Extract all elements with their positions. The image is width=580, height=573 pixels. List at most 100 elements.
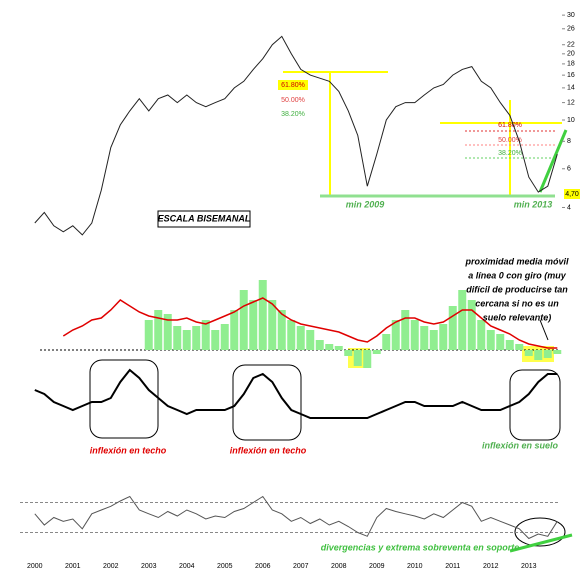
bar (382, 334, 391, 350)
bar (277, 310, 286, 350)
bar (268, 300, 277, 350)
x-tick-label: 2000 (27, 563, 43, 570)
annotation: suelo relevante) (483, 312, 552, 322)
bar (192, 326, 201, 350)
bar (154, 310, 163, 350)
x-tick-label: 2010 (407, 563, 423, 570)
x-tick-label: 2011 (445, 563, 460, 570)
annotation: min 2013 (514, 199, 553, 209)
bar (325, 344, 334, 350)
fib-label: 38.20% (498, 150, 522, 157)
bar (144, 320, 153, 350)
x-tick-label: 2002 (103, 563, 119, 570)
bar (239, 290, 248, 350)
data-line (34, 495, 558, 540)
fib-label: 38.20% (281, 111, 305, 118)
bar (401, 310, 410, 350)
y-tick-label: 26 (567, 26, 575, 33)
trend-line (509, 533, 573, 553)
annotation: inflexión en suelo (482, 440, 559, 450)
y-tick-label: 16 (567, 72, 575, 79)
y-tick-label: 10 (567, 117, 575, 124)
data-line (34, 368, 558, 419)
bar (306, 330, 315, 350)
x-tick-label: 2009 (369, 563, 385, 570)
bar (334, 346, 343, 350)
bar (458, 290, 467, 350)
x-tick-label: 2013 (521, 563, 537, 570)
y-tick-label: 20 (567, 51, 575, 58)
bar (363, 350, 372, 368)
bar (249, 300, 258, 350)
bar (211, 330, 220, 350)
bar (524, 350, 533, 356)
y-tick-label: 12 (567, 99, 575, 106)
bar (467, 300, 476, 350)
annotation: inflexión en techo (90, 445, 167, 455)
bar (515, 344, 524, 350)
data-line (62, 297, 558, 349)
y-tick-label: 18 (567, 61, 575, 68)
bar (220, 324, 229, 350)
bar (372, 350, 381, 354)
x-tick-label: 2004 (179, 563, 195, 570)
y-tick-label: 8 (567, 138, 571, 145)
bar (420, 326, 429, 350)
bar (258, 280, 267, 350)
highlight-box (232, 364, 302, 441)
x-tick-label: 2006 (255, 563, 271, 570)
y-tick-label: 6 (567, 166, 571, 173)
fib-label: 50.00% (498, 137, 522, 144)
y-tick-label: 30 (567, 12, 575, 19)
price-tag (564, 189, 580, 199)
bar (505, 340, 514, 350)
x-tick-label: 2003 (141, 563, 157, 570)
annotation: difícil de producirse tan (466, 284, 568, 294)
fib-highlight (278, 80, 308, 90)
y-tick-label: 22 (567, 42, 575, 49)
bar (448, 306, 457, 350)
annotation: a línea 0 con giro (muy (468, 270, 567, 280)
fib-label: 50.00% (281, 97, 305, 104)
bar (439, 324, 448, 350)
bar (173, 326, 182, 350)
projection-arrow (538, 129, 568, 193)
bar (410, 320, 419, 350)
bar (534, 350, 543, 360)
bar (429, 330, 438, 350)
fib-label: 61.80% (281, 82, 305, 89)
data-line (34, 35, 558, 236)
y-tick-label: 14 (567, 85, 575, 92)
bar (163, 314, 172, 350)
bar (296, 326, 305, 350)
bar (201, 320, 210, 350)
bar (553, 350, 562, 354)
bar (496, 334, 505, 350)
x-tick-label: 2008 (331, 563, 347, 570)
bar (287, 320, 296, 350)
x-tick-label: 2012 (483, 563, 499, 570)
annotation: min 2009 (346, 199, 385, 209)
bar (486, 330, 495, 350)
annotation: proximidad media móvil (464, 256, 569, 266)
bar (543, 350, 552, 358)
fib-label: 61.80% (498, 122, 522, 129)
bar (344, 350, 353, 356)
pointer (539, 319, 549, 341)
annotation: inflexión en techo (230, 445, 307, 455)
annotation: divergencias y extrema sobreventa en sop… (321, 542, 520, 552)
price-tag-label: 4,70 (565, 191, 579, 198)
x-tick-label: 2007 (293, 563, 309, 570)
bar (315, 340, 324, 350)
annotation: cercana si no es un (475, 298, 559, 308)
x-tick-label: 2001 (65, 563, 81, 570)
bar (477, 320, 486, 350)
bar (353, 350, 362, 366)
bar (230, 310, 239, 350)
bar (391, 320, 400, 350)
x-tick-label: 2005 (217, 563, 233, 570)
title-box (157, 210, 251, 228)
bar (182, 330, 191, 350)
